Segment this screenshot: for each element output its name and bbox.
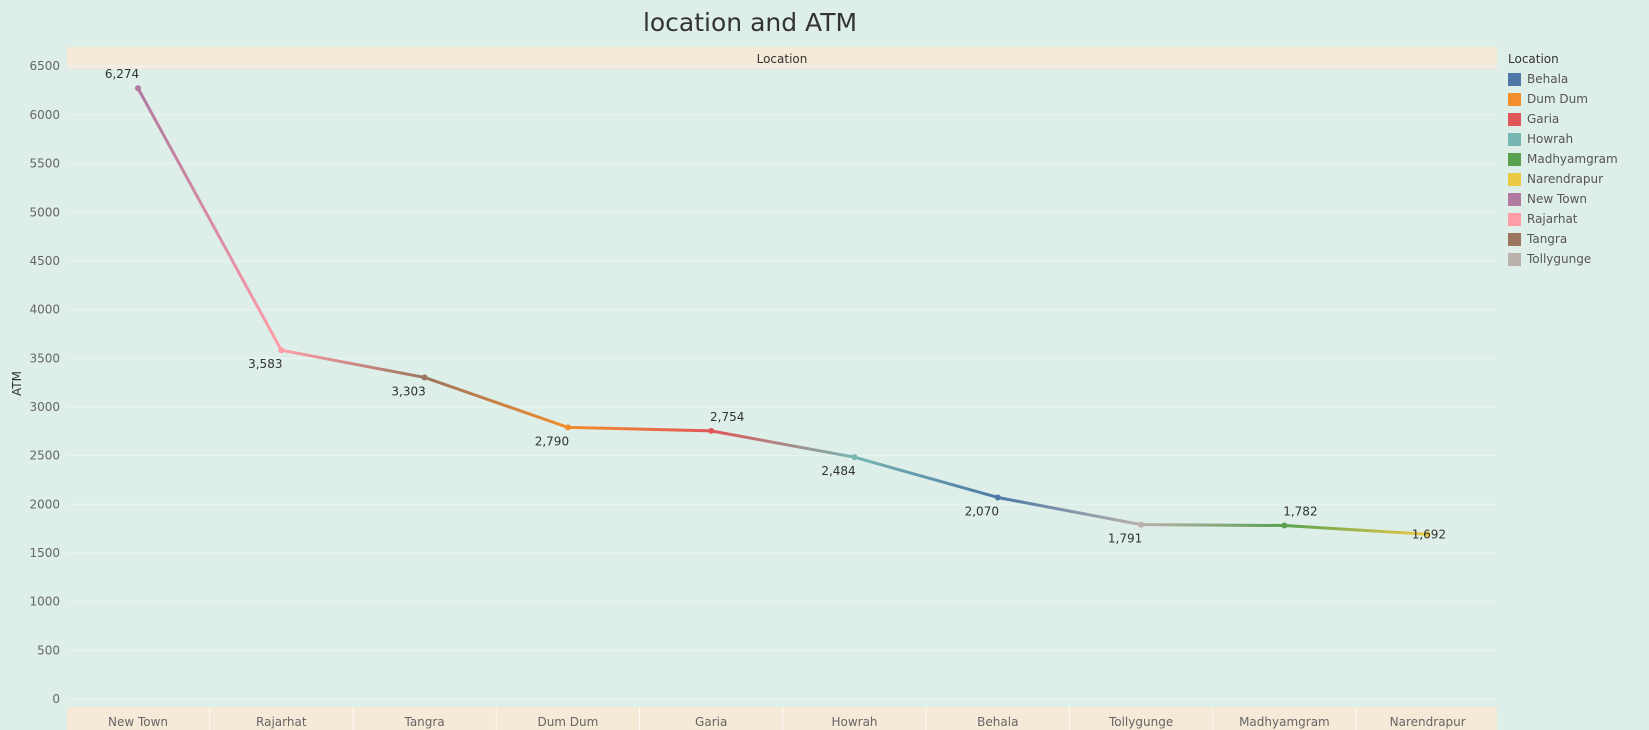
data-label: 2,790 [535, 434, 569, 448]
x-tick-label: Tollygunge [1108, 715, 1173, 729]
legend-item: Rajarhat [1508, 209, 1648, 229]
line-segment [709, 429, 856, 459]
data-label: 1,791 [1108, 532, 1142, 546]
legend-swatch [1508, 92, 1521, 106]
data-label: 2,754 [710, 410, 744, 424]
y-tick-label: 5500 [29, 157, 60, 171]
line-segment [566, 425, 713, 433]
legend-label: Rajarhat [1527, 212, 1578, 226]
line-segment [1282, 524, 1430, 536]
x-tick-label: Garia [695, 715, 727, 729]
legend-label: Tangra [1527, 232, 1568, 246]
data-label: 2,484 [821, 464, 855, 478]
legend-label: Behala [1527, 72, 1569, 86]
data-point [278, 347, 285, 354]
legend-item: Howrah [1508, 129, 1648, 149]
line-segment [1139, 523, 1286, 528]
legend-label: Tollygunge [1527, 252, 1592, 266]
legend-swatch [1508, 72, 1521, 86]
y-tick-label: 500 [37, 643, 60, 657]
data-label: 2,070 [965, 504, 999, 518]
data-point [564, 424, 571, 431]
legend-item: Madhyamgram [1508, 149, 1648, 169]
x-axis-band [67, 707, 1497, 730]
y-tick-label: 6000 [29, 108, 60, 122]
header-label: Location [757, 52, 808, 66]
y-tick-label: 4000 [29, 303, 60, 317]
data-point [135, 85, 141, 92]
data-label: 6,274 [105, 67, 139, 81]
y-tick-label: 2500 [29, 449, 60, 463]
line-segment [136, 86, 283, 352]
chart-title: location and ATM [642, 8, 858, 37]
header-band [67, 47, 1497, 69]
y-tick-label: 0 [52, 692, 60, 706]
x-tick-label: Behala [977, 715, 1018, 729]
y-tick-label: 1500 [29, 546, 60, 560]
x-tick-label: New Town [108, 715, 168, 729]
legend-swatch [1508, 172, 1521, 186]
line-segment [853, 455, 1000, 499]
y-tick-label: 1000 [29, 595, 60, 609]
y-tick-label: 4500 [29, 254, 60, 268]
legend-swatch [1508, 152, 1521, 166]
data-point [421, 374, 428, 381]
legend-label: Madhyamgram [1527, 152, 1618, 166]
legend-swatch [1508, 112, 1521, 126]
data-point [1424, 531, 1431, 538]
legend-label: New Town [1527, 192, 1588, 206]
y-tick-label: 3500 [29, 351, 60, 365]
x-tick-label: Rajarhat [256, 715, 307, 729]
x-tick-label: Dum Dum [537, 715, 598, 729]
legend-swatch [1508, 232, 1521, 246]
data-label: 1,692 [1412, 527, 1446, 541]
line-chart: Location 0 500 1000 1500 2000 2500 3000 3500 4000… [10, 47, 1497, 730]
data-point [851, 454, 858, 461]
x-tick-label: Tangra [403, 715, 444, 729]
legend-swatch [1508, 212, 1521, 226]
x-tick-label: Howrah [831, 715, 877, 729]
y-tick-label: 2000 [29, 497, 60, 511]
y-tick-label: 6500 [29, 59, 60, 73]
legend-label: Dum Dum [1527, 92, 1588, 106]
line-segment [423, 375, 570, 429]
legend-label: Narendrapur [1527, 172, 1604, 186]
legend-swatch [1508, 252, 1521, 266]
legend-label: Garia [1527, 112, 1560, 126]
data-point [1138, 521, 1145, 528]
legend-items: Behala Dum Dum Garia Howrah Madhyamgram Naren… [1508, 69, 1648, 269]
y-tick-label: 3000 [29, 400, 60, 414]
data-label: 1,782 [1283, 505, 1317, 519]
x-tick-label: Narendrapur [1390, 715, 1466, 729]
legend-title: Location [1508, 52, 1559, 66]
y-axis-label: ATM [10, 371, 24, 396]
legend-item: Dum Dum [1508, 89, 1648, 109]
data-label: 3,583 [248, 357, 282, 371]
legend-item: Behala [1508, 69, 1648, 89]
legend-swatch [1508, 192, 1521, 206]
legend-item: Narendrapur [1508, 169, 1648, 189]
line-segment [996, 495, 1143, 527]
y-tick-label: 5000 [29, 205, 60, 219]
legend-swatch [1508, 132, 1521, 146]
data-point [708, 427, 715, 434]
data-point [994, 494, 1001, 501]
legend-label: Howrah [1527, 132, 1574, 146]
line-segment [279, 348, 427, 379]
legend: Location Behala Dum Dum Garia Howrah Madhyam… [1508, 52, 1648, 269]
x-tick-label: Madhyamgram [1239, 715, 1330, 729]
legend-item: Tollygunge [1508, 249, 1648, 269]
legend-item: Tangra [1508, 229, 1648, 249]
legend-item: Garia [1508, 109, 1648, 129]
legend-item: New Town [1508, 189, 1648, 209]
data-point [1281, 522, 1288, 529]
data-label: 3,303 [391, 384, 425, 398]
